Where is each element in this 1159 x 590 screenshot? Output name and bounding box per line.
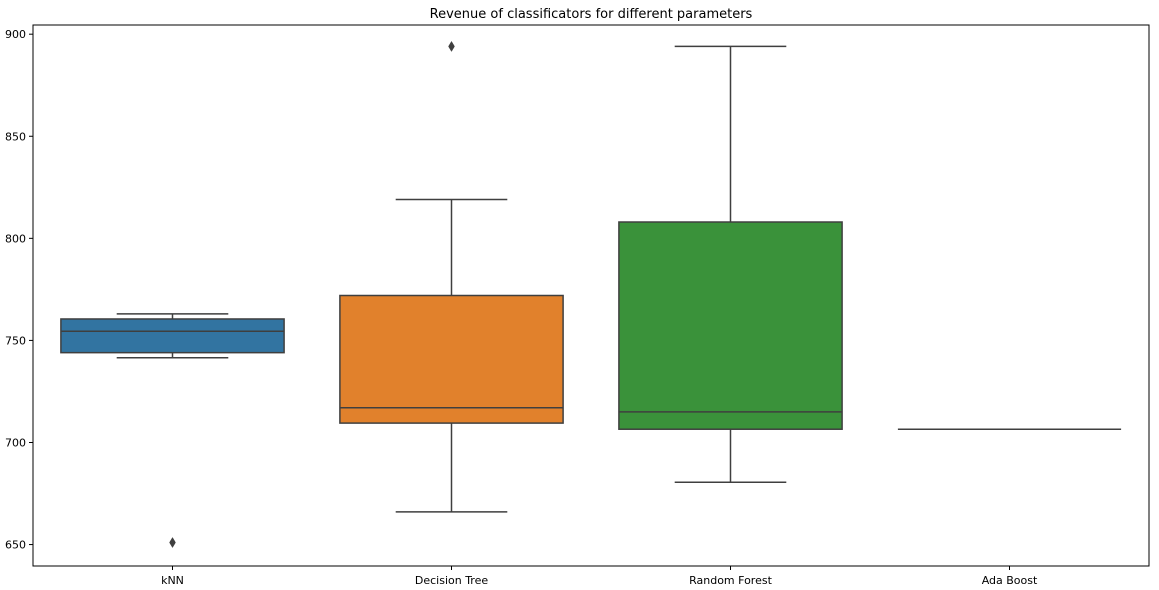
plot-frame	[32, 24, 1150, 567]
iqr-box	[339, 294, 564, 424]
outlier-point	[448, 40, 455, 52]
chart-title: Revenue of classificators for different …	[430, 7, 753, 22]
y-tick-label: 800	[5, 232, 26, 245]
y-axis: 650 700 750 800 850 900	[5, 28, 33, 552]
box-decision-tree	[339, 40, 564, 513]
y-tick-label: 750	[5, 334, 26, 347]
x-tick-label: kNN	[161, 574, 184, 587]
x-tick-label: Ada Boost	[982, 574, 1038, 587]
iqr-box	[60, 318, 285, 354]
plot-area	[60, 40, 1122, 549]
outlier-point	[169, 537, 176, 549]
box-knn	[60, 313, 285, 549]
y-tick-label: 850	[5, 130, 26, 143]
x-tick-label: Decision Tree	[415, 574, 488, 587]
y-tick-label: 650	[5, 539, 26, 552]
y-tick-label: 700	[5, 436, 26, 449]
box-random-forest	[618, 45, 843, 484]
x-tick-label: Random Forest	[689, 574, 772, 587]
x-axis: kNN Decision Tree Random Forest Ada Boost	[161, 566, 1038, 587]
iqr-box	[618, 221, 843, 430]
y-tick-label: 900	[5, 28, 26, 41]
